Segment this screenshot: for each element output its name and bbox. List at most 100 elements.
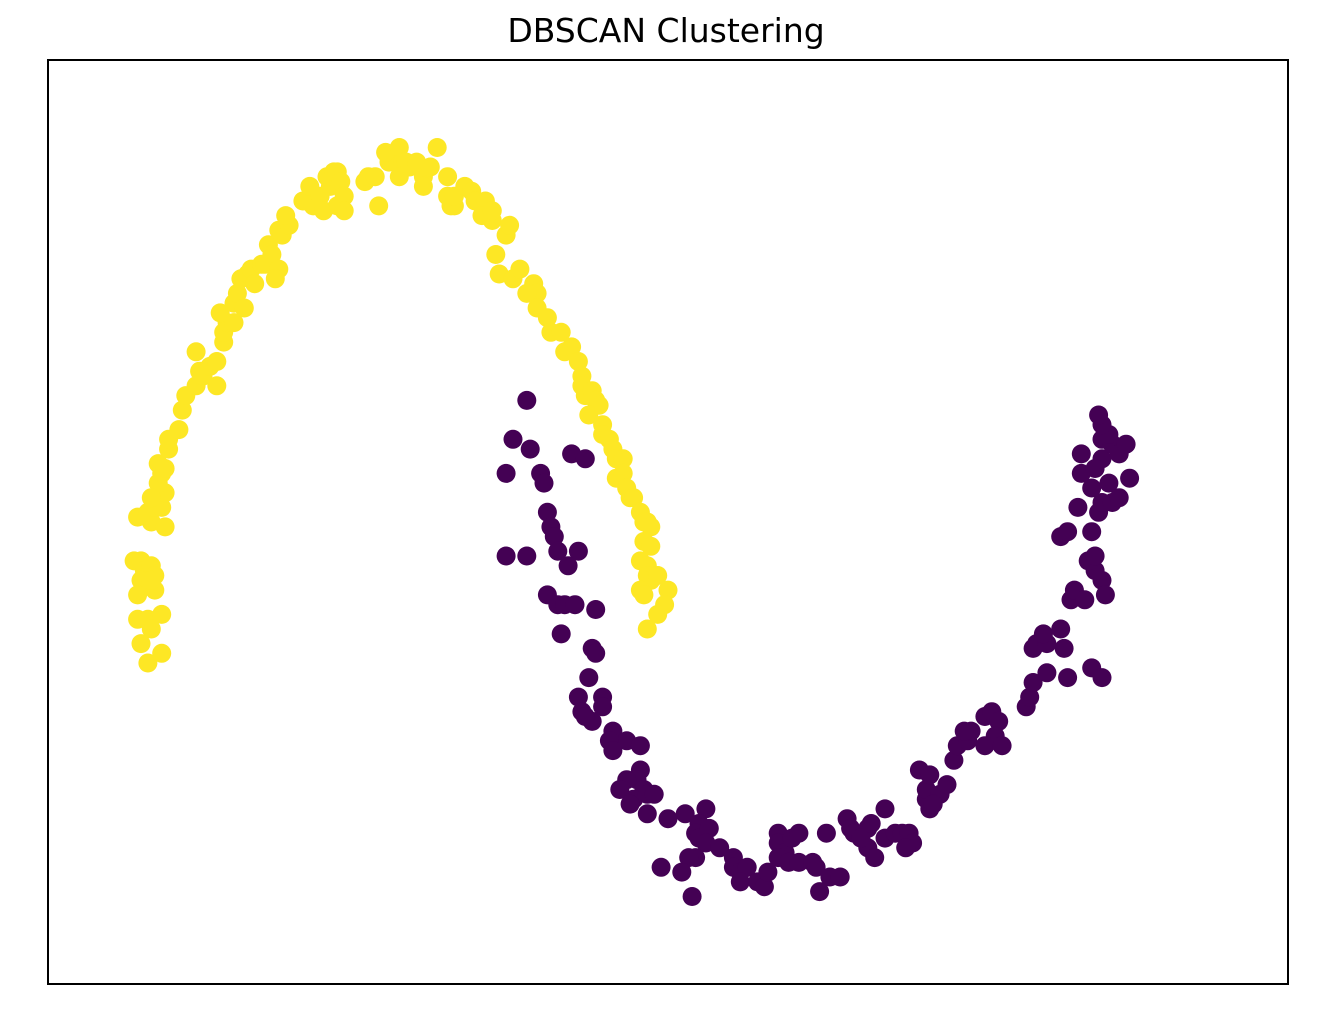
- data-point: [737, 857, 757, 877]
- data-point: [517, 546, 537, 566]
- data-point: [1068, 497, 1088, 517]
- data-point: [575, 449, 595, 469]
- data-point: [207, 352, 227, 371]
- data-point: [816, 823, 836, 843]
- data-point: [624, 488, 644, 508]
- data-point: [710, 838, 730, 858]
- data-point: [128, 585, 148, 605]
- data-point: [517, 283, 537, 303]
- data-point: [593, 697, 613, 717]
- data-point: [413, 176, 433, 196]
- data-point: [989, 711, 1009, 731]
- data-point: [389, 138, 409, 157]
- data-point: [648, 604, 668, 624]
- data-point: [138, 653, 158, 673]
- data-point: [245, 274, 265, 294]
- data-point: [637, 619, 657, 639]
- data-point: [1092, 668, 1112, 688]
- data-point: [334, 201, 354, 221]
- data-point: [586, 600, 606, 619]
- data-point: [1075, 590, 1095, 610]
- data-point: [427, 138, 447, 157]
- data-point: [806, 857, 826, 877]
- data-point: [682, 887, 702, 906]
- data-point: [1020, 687, 1040, 707]
- data-point: [1058, 522, 1078, 542]
- data-point: [172, 400, 192, 420]
- data-point: [658, 809, 678, 829]
- cluster-1-points: [124, 138, 678, 673]
- data-point: [1085, 546, 1105, 566]
- data-point: [141, 619, 161, 639]
- data-point: [369, 196, 389, 216]
- data-point: [510, 259, 530, 279]
- data-point: [520, 439, 540, 459]
- data-point: [575, 707, 595, 726]
- data-point: [1120, 468, 1140, 488]
- data-point: [496, 546, 516, 566]
- data-point: [169, 420, 189, 440]
- data-point: [131, 634, 151, 654]
- data-point: [155, 517, 175, 537]
- data-point: [486, 245, 506, 264]
- data-point: [641, 517, 661, 537]
- data-point: [141, 570, 161, 590]
- data-point: [679, 848, 699, 868]
- data-point: [276, 206, 296, 226]
- data-point: [637, 804, 657, 824]
- data-point: [1116, 434, 1136, 454]
- data-point: [537, 308, 557, 328]
- data-point: [1082, 478, 1102, 498]
- data-point: [1085, 459, 1105, 478]
- data-point: [558, 556, 578, 576]
- data-point: [365, 167, 385, 187]
- data-point: [920, 765, 940, 785]
- data-point: [644, 784, 664, 804]
- data-point: [699, 818, 719, 838]
- data-point: [438, 167, 458, 187]
- data-point: [186, 342, 206, 362]
- data-point: [482, 201, 502, 221]
- chart-title: DBSCAN Clustering: [507, 11, 824, 50]
- data-point: [1054, 638, 1074, 658]
- data-point: [810, 882, 830, 902]
- data-point: [754, 877, 774, 897]
- data-point: [537, 502, 557, 522]
- data-point: [875, 799, 895, 819]
- data-point: [210, 303, 230, 323]
- data-point: [1099, 473, 1119, 493]
- data-point: [128, 609, 148, 629]
- data-point: [641, 536, 661, 556]
- data-point: [548, 541, 568, 561]
- data-point: [696, 799, 716, 819]
- data-point: [207, 376, 227, 396]
- data-point: [565, 595, 585, 615]
- data-point: [672, 862, 692, 882]
- data-point: [630, 736, 650, 756]
- data-point: [651, 857, 671, 877]
- data-point: [227, 283, 247, 303]
- data-point: [141, 488, 161, 508]
- data-point: [568, 541, 588, 561]
- data-point: [851, 828, 871, 848]
- data-point: [675, 804, 695, 824]
- data-point: [534, 473, 554, 493]
- data-point: [634, 585, 654, 605]
- data-point: [730, 872, 750, 892]
- data-point: [155, 459, 175, 478]
- data-point: [865, 848, 885, 868]
- data-point: [568, 687, 588, 707]
- data-point: [579, 405, 599, 425]
- data-point: [1051, 619, 1071, 639]
- data-point: [1071, 444, 1091, 464]
- data-point: [789, 823, 809, 843]
- data-point: [620, 794, 640, 814]
- data-point: [1058, 668, 1078, 688]
- data-point: [1089, 405, 1109, 425]
- data-point: [1109, 488, 1129, 508]
- data-point: [420, 157, 440, 177]
- data-point: [613, 463, 633, 483]
- data-point: [152, 643, 172, 663]
- data-point: [975, 736, 995, 756]
